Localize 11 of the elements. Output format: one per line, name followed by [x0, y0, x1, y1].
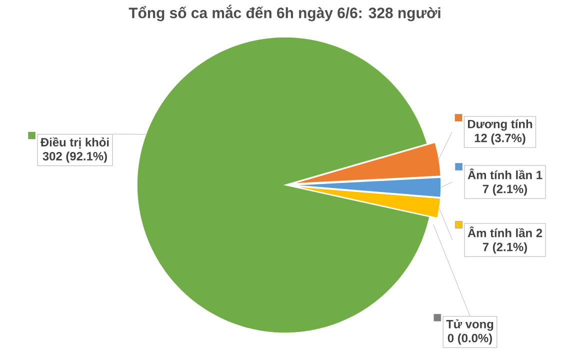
chart-title: Tổng số ca mắc đến 6h ngày 6/6: 328 người	[128, 4, 440, 22]
legend-label: Tử vong	[446, 319, 494, 331]
data-label: 7 (2.1%)	[482, 242, 527, 254]
data-label: 12 (3.7%)	[474, 133, 526, 145]
legend-label: Âm tính lần 1	[468, 168, 542, 180]
legend-label: Âm tính lần 2	[468, 226, 542, 238]
data-label: 7 (2.1%)	[482, 184, 527, 196]
text: 0 (0.0%)	[448, 334, 492, 345]
legend-label: Dương tính	[468, 119, 532, 131]
data-label: 302 (92.1%)	[42, 152, 107, 163]
legend-label: Điều trị khỏi	[40, 137, 109, 149]
